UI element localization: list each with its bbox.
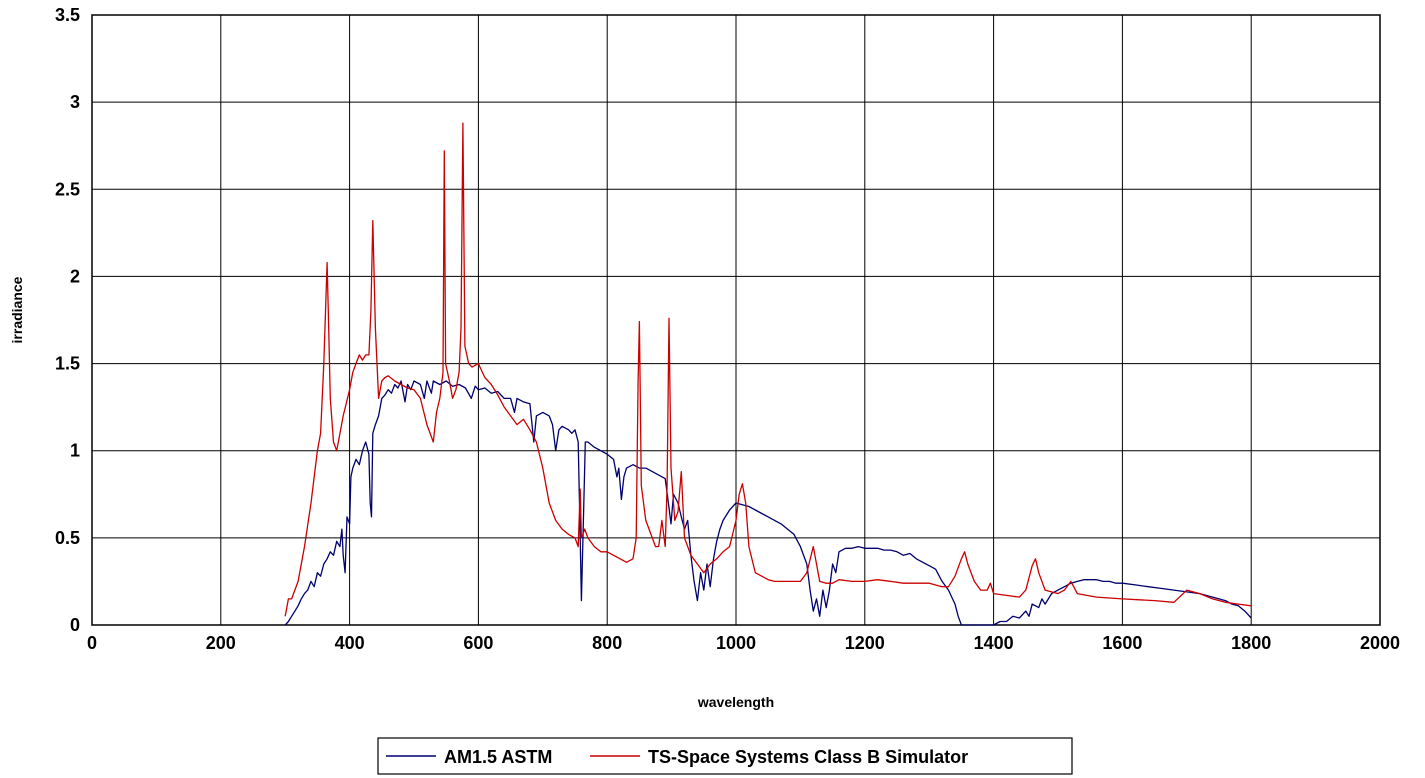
y-tick-label: 3	[70, 92, 80, 112]
grid	[91, 14, 1381, 626]
y-tick-label: 0	[70, 615, 80, 635]
x-tick-label: 200	[206, 633, 236, 653]
x-tick-label: 1600	[1102, 633, 1142, 653]
x-tick-label: 1800	[1231, 633, 1271, 653]
y-tick-label: 1	[70, 441, 80, 461]
x-tick-label: 1000	[716, 633, 756, 653]
x-tick-label: 0	[87, 633, 97, 653]
y-tick-label: 2	[70, 266, 80, 286]
y-tick-label: 2.5	[55, 179, 80, 199]
x-tick-label: 1200	[845, 633, 885, 653]
legend-box	[377, 737, 1073, 775]
series-line-am15	[284, 380, 1252, 626]
y-tick-label: 3.5	[55, 5, 80, 25]
y-tick-label: 0.5	[55, 528, 80, 548]
legend-label-am15: AM1.5 ASTM	[444, 747, 552, 767]
legend-label-simulator: TS-Space Systems Class B Simulator	[648, 747, 968, 767]
x-axis-title: wavelength	[697, 694, 774, 710]
legend: AM1.5 ASTM TS-Space Systems Class B Simu…	[377, 737, 1073, 775]
y-tick-label: 1.5	[55, 354, 80, 374]
x-tick-label: 800	[592, 633, 622, 653]
series-line-simulator	[284, 122, 1252, 617]
x-tick-label: 600	[463, 633, 493, 653]
x-tick-label: 1400	[974, 633, 1014, 653]
series-layer	[284, 122, 1252, 626]
y-axis-title: irradiance	[9, 276, 25, 343]
plot-frame	[91, 14, 1381, 626]
y-tick-labels: 0 0.5 1 1.5 2 2.5 3 3.5	[55, 5, 80, 635]
x-tick-labels: 0 200 400 600 800 1000 1200 1400 1600 1800 2000	[87, 633, 1400, 653]
x-tick-label: 400	[335, 633, 365, 653]
x-tick-label: 2000	[1360, 633, 1400, 653]
